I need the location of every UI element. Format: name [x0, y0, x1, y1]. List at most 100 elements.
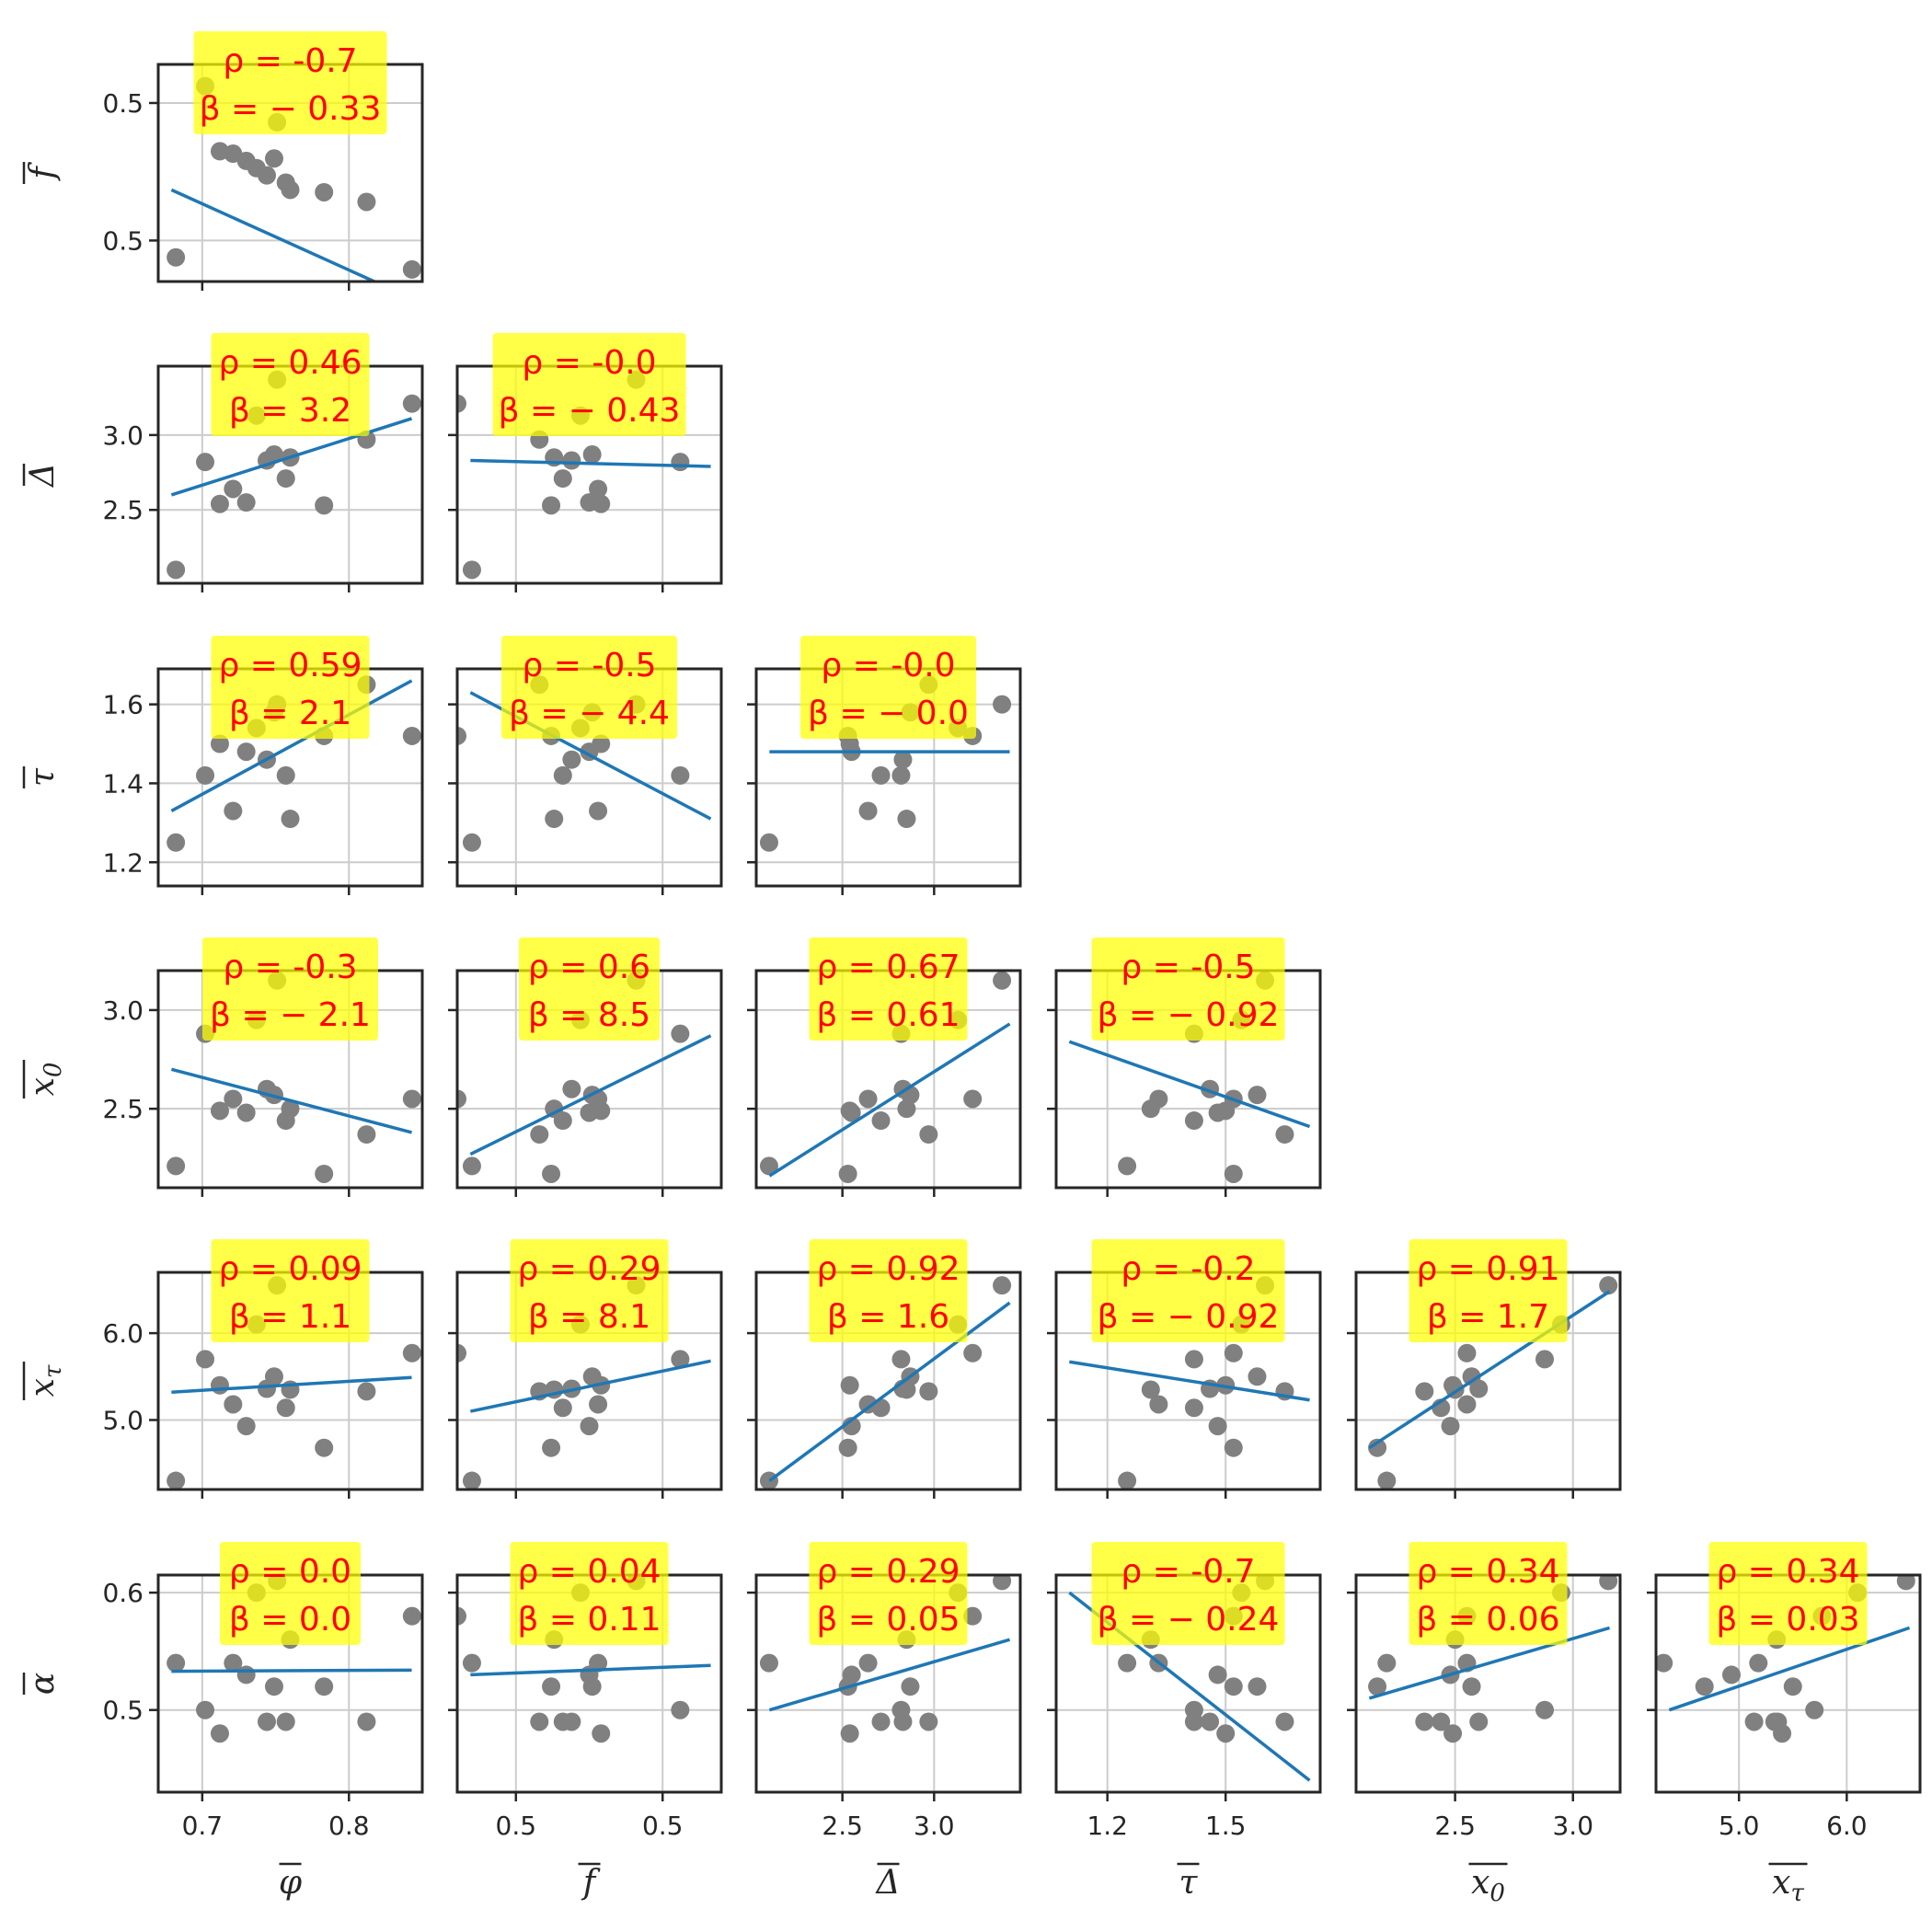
scatter-point — [236, 742, 256, 762]
stats-annotation: ρ = 0.92 β = 1.6 — [809, 1239, 968, 1342]
panel-r4-c3: ρ = -0.2 β = − 0.92 — [1047, 1239, 1322, 1499]
y-tick-label: 0.5 — [102, 88, 144, 119]
scatter-point — [1457, 1343, 1477, 1363]
rho-label: ρ = 0.04 — [517, 1553, 661, 1591]
scatter-point — [281, 180, 300, 200]
scatter-point — [1765, 1712, 1784, 1731]
scatter-point — [1599, 1276, 1618, 1295]
rho-label: ρ = -0.2 — [1121, 1250, 1255, 1288]
scatter-point — [1783, 1677, 1802, 1696]
scatter-point — [919, 1125, 938, 1144]
scatter-point — [1535, 1700, 1554, 1719]
scatter-point — [1443, 1724, 1463, 1743]
annotation-box — [211, 636, 370, 739]
scatter-point — [264, 1367, 283, 1386]
scatter-point — [1535, 1350, 1554, 1369]
scatter-point — [1415, 1382, 1434, 1401]
scatter-point — [315, 1677, 334, 1696]
scatter-point — [276, 765, 295, 785]
scatter-point — [357, 1125, 376, 1144]
y-tick-label: 0.6 — [102, 1578, 144, 1608]
scatter-point — [1275, 1125, 1294, 1144]
y-axis-label-alpha: α — [22, 1673, 62, 1695]
annotation-box — [510, 1542, 669, 1645]
svg-text:x0: x0 — [1471, 1864, 1505, 1907]
stats-annotation: ρ = 0.6 β = 8.5 — [519, 937, 660, 1041]
scatter-point — [919, 1712, 938, 1731]
scatter-points — [167, 971, 421, 1183]
scatter-point — [196, 1350, 215, 1369]
annotation-box — [211, 333, 370, 436]
annotation-box — [809, 937, 968, 1041]
scatter-point — [542, 1438, 561, 1457]
scatter-point — [759, 1156, 778, 1176]
scatter-point — [276, 469, 295, 489]
scatter-point — [562, 750, 581, 769]
scatter-point — [1201, 1712, 1220, 1731]
rho-label: ρ = -0.5 — [1121, 949, 1255, 986]
scatter-point — [402, 1089, 421, 1109]
scatter-point — [402, 394, 421, 413]
beta-label: β = − 4.4 — [509, 695, 670, 732]
scatter-point — [1599, 1575, 1618, 1591]
annotation-box — [1409, 1239, 1568, 1342]
scatter-point — [589, 479, 608, 499]
scatter-point — [224, 479, 243, 499]
svg-text:τ: τ — [1179, 1864, 1199, 1902]
scatter-point — [840, 1375, 859, 1395]
beta-label: β = − 0.92 — [1098, 996, 1280, 1034]
scatter-point — [671, 1350, 690, 1369]
scatter-point — [236, 493, 256, 512]
scatter-point — [858, 1089, 878, 1109]
scatter-point — [315, 182, 334, 201]
stats-annotation: ρ = 0.91 β = 1.7 — [1409, 1239, 1568, 1342]
scatter-point — [1441, 1417, 1460, 1436]
scatter-point — [315, 1438, 334, 1457]
annotation-box — [220, 1542, 361, 1645]
annotation-box — [809, 1542, 968, 1645]
x-axis-label-f: f — [578, 1862, 601, 1902]
scatter-point — [562, 451, 581, 470]
scatter-point — [281, 810, 300, 829]
svg-text:φ: φ — [279, 1864, 303, 1902]
scatter-point — [1208, 1665, 1227, 1685]
beta-label: β = 0.03 — [1716, 1601, 1859, 1639]
scatter-point — [236, 1665, 256, 1685]
annotation-box — [519, 937, 660, 1041]
panel-r1-c1: ρ = -0.0 β = − 0.43 — [448, 333, 723, 592]
scatter-point — [1749, 1653, 1768, 1673]
beta-label: β = 0.06 — [1416, 1601, 1559, 1639]
panel-r1-c0: 2.5 3.0 ρ = 0.46 β = 3.2 — [102, 333, 424, 592]
scatter-point — [315, 1164, 334, 1183]
x-axis-label-phi: φ — [279, 1862, 303, 1902]
beta-label: β = − 0.0 — [808, 695, 969, 732]
scatter-point — [838, 1164, 857, 1183]
scatter-point — [357, 1382, 376, 1401]
stats-annotation: ρ = -0.0 β = − 0.43 — [492, 333, 686, 436]
scatter-point — [167, 1653, 186, 1673]
regression-line — [470, 458, 711, 468]
panel-r5-c3: 1.2 1.5 ρ = -0.7 β = − 0.24 — [1047, 1542, 1322, 1841]
scatter-point — [264, 1677, 283, 1696]
scatter-point — [462, 1471, 481, 1489]
scatter-point — [858, 801, 878, 821]
regression-line — [768, 1022, 1011, 1178]
svg-text:α: α — [24, 1673, 62, 1695]
scatter-point — [1462, 1677, 1481, 1696]
scatter-point — [210, 1101, 229, 1121]
stats-annotation: ρ = 0.67 β = 0.61 — [809, 937, 968, 1041]
regression-line — [1368, 1290, 1611, 1450]
scatter-point — [592, 1724, 611, 1743]
scatter-point — [1141, 1380, 1160, 1399]
x-tick-label: 3.0 — [914, 1811, 955, 1841]
annotation-box — [211, 1239, 370, 1342]
panel-r3-c1: ρ = 0.6 β = 8.5 — [448, 937, 723, 1197]
scatter-point — [167, 833, 186, 852]
regression-line — [170, 417, 413, 497]
scatter-point — [842, 1103, 861, 1122]
scatter-point — [1184, 1350, 1203, 1369]
beta-label: β = − 0.33 — [200, 90, 382, 128]
rho-label: ρ = -0.7 — [223, 42, 357, 80]
scatter-point — [553, 765, 572, 785]
y-axis-label-xtau: xτ — [22, 1362, 67, 1400]
